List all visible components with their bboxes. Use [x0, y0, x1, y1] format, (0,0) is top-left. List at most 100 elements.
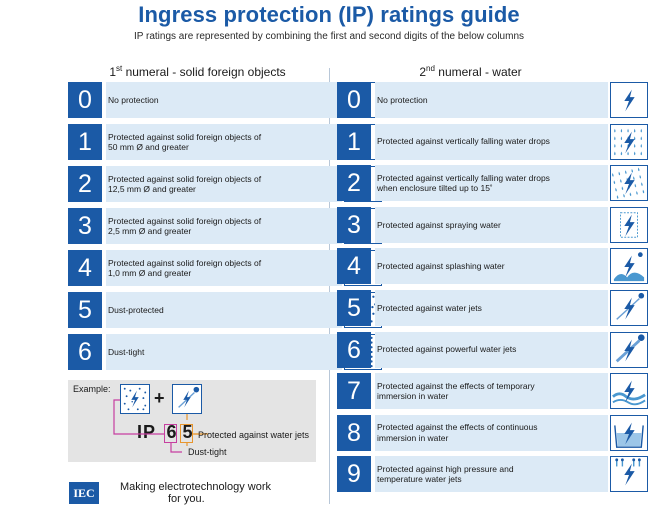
rating-description: Protected against solid foreign objects …	[106, 166, 342, 202]
rating-number: 6	[337, 331, 371, 368]
continuous-immersion-icon	[610, 414, 648, 451]
rating-description: Protected against splashing water	[375, 248, 608, 285]
rating-number: 5	[337, 290, 371, 326]
splash-icon	[610, 248, 648, 285]
rating-description: Dust-protected	[106, 292, 342, 328]
description-line2: immersion in water	[377, 391, 449, 402]
column-divider	[329, 68, 330, 504]
water-jet-icon-graphic	[616, 292, 645, 320]
tagline-line2: for you.	[168, 493, 205, 505]
rating-number: 1	[68, 124, 102, 160]
dust-tight-icon	[120, 384, 150, 414]
rating-number: 0	[68, 82, 102, 118]
description-line1: Protected against the effects of tempora…	[377, 380, 535, 391]
description-line1: Protected against solid foreign objects …	[108, 173, 262, 184]
ip-code-prefix: IP	[137, 422, 157, 442]
rating-description: Protected against solid foreign objects …	[106, 208, 342, 244]
water-jet-icon	[610, 290, 648, 326]
high-pressure-icon-graphic	[615, 458, 641, 486]
description-line2: 50 mm Ø and greater	[108, 142, 189, 152]
water-jet-icon	[172, 384, 202, 414]
rating-number: 8	[337, 414, 371, 451]
rating-number: 5	[68, 292, 102, 328]
continuous-immersion-icon-graphic	[614, 422, 644, 448]
rating-row-8: 8 Protected against the effects of contin…	[337, 414, 657, 451]
description-line1: Protected against solid foreign objects …	[108, 131, 262, 142]
tilted-drops-icon-graphic	[612, 167, 645, 200]
spray-icon-graphic	[620, 212, 638, 238]
description-line1: Protected against vertically falling wat…	[377, 136, 550, 147]
lightning-icon	[610, 82, 648, 118]
second-digit-box	[180, 424, 193, 443]
description-line1: Protected against vertically falling wat…	[377, 172, 550, 183]
page-subtitle: IP ratings are represented by combining …	[133, 31, 525, 42]
description-line1: Protected against splashing water	[377, 261, 505, 272]
water-jet-icon-graphic	[178, 386, 200, 408]
rating-number: 3	[68, 208, 102, 244]
rating-description: Protected against spraying water	[375, 206, 608, 243]
example-water-text: Protected against water jets	[198, 430, 310, 440]
temporary-immersion-icon-graphic	[612, 380, 646, 406]
rating-description: Protected against the effects of continu…	[375, 414, 608, 451]
description-line2: temperature water jets	[377, 474, 462, 485]
rating-row-6: 6 Protected against powerful water jets	[337, 331, 657, 368]
first-digit: 6	[166, 422, 177, 442]
description-line1: Protected against water jets	[377, 302, 482, 313]
rating-number: 2	[68, 166, 102, 202]
description-line1: Protected against solid foreign objects …	[108, 257, 262, 268]
rating-row-5: 5 Dust-protected	[68, 292, 388, 328]
rating-description: Protected against high pressure and tempe…	[375, 456, 608, 493]
rating-description: Dust-tight	[106, 334, 342, 370]
rating-row-2: 2 Protected against vertically falling wa…	[337, 165, 657, 202]
high-pressure-icon	[610, 456, 648, 493]
second-numeral-heading: 2nd numeral - water	[419, 64, 522, 79]
plus-sign: +	[154, 388, 165, 408]
rating-description: Protected against vertically falling wat…	[375, 123, 608, 160]
description-line2: 12,5 mm Ø and greater	[108, 184, 196, 194]
description-line2: when enclosure tilted up to 15˚	[377, 183, 493, 194]
spray-icon	[610, 206, 648, 243]
rating-row-9: 9 Protected against high pressure and temp…	[337, 456, 657, 493]
rating-description: No protection	[375, 82, 608, 118]
water-drops-icon	[610, 123, 648, 160]
rating-row-3: 3 Protected against spraying water	[337, 206, 657, 243]
rating-number: 2	[337, 165, 371, 202]
second-digit: 5	[182, 422, 193, 442]
description-line1: Protected against powerful water jets	[377, 344, 517, 355]
rating-number: 7	[337, 373, 371, 410]
lightning-icon-graphic	[624, 89, 635, 112]
rating-row-1: 1 Protected against vertically falling wa…	[337, 123, 657, 160]
rating-number: 4	[68, 250, 102, 286]
rating-row-4: 4 Protected against splashing water	[337, 248, 657, 285]
example-dust-text: Dust-tight	[188, 447, 227, 457]
rating-number: 0	[337, 82, 371, 118]
dust-tight-icon-graphic	[123, 387, 147, 411]
first-numeral-heading: 1st numeral - solid foreign objects	[109, 64, 286, 79]
description-line1: Protected against spraying water	[377, 219, 501, 230]
example-box: Example: + IP 6 5 Protected against wate…	[68, 380, 316, 462]
rating-description: Protected against the effects of tempora…	[375, 373, 608, 410]
description-line1: No protection	[108, 94, 159, 105]
description-line1: Protected against the effects of continu…	[377, 422, 538, 433]
rating-number: 1	[337, 123, 371, 160]
description-line1: Protected against solid foreign objects …	[108, 215, 262, 226]
description-line2: 1,0 mm Ø and greater	[108, 268, 192, 278]
description-line1: No protection	[377, 94, 428, 105]
description-line2: immersion in water	[377, 432, 449, 443]
tagline: Making electrotechnology work for you.	[120, 481, 271, 505]
splash-icon-graphic	[613, 252, 645, 282]
tagline-line1: Making electrotechnology work	[120, 481, 272, 493]
example-connectors	[113, 399, 208, 453]
rating-row-0: 0 No protection	[337, 82, 657, 118]
rating-number: 6	[68, 334, 102, 370]
description-line1: Dust-tight	[108, 346, 145, 357]
iec-logo: IEC	[69, 482, 99, 504]
rating-number: 4	[337, 248, 371, 285]
temporary-immersion-icon	[610, 373, 648, 410]
tilted-drops-icon	[610, 165, 648, 202]
rating-number: 9	[337, 456, 371, 493]
rating-description: Protected against water jets	[375, 290, 608, 326]
example-label: Example:	[73, 384, 111, 394]
rating-description: Protected against vertically falling wat…	[375, 165, 608, 202]
description-line1: Dust-protected	[108, 304, 164, 315]
